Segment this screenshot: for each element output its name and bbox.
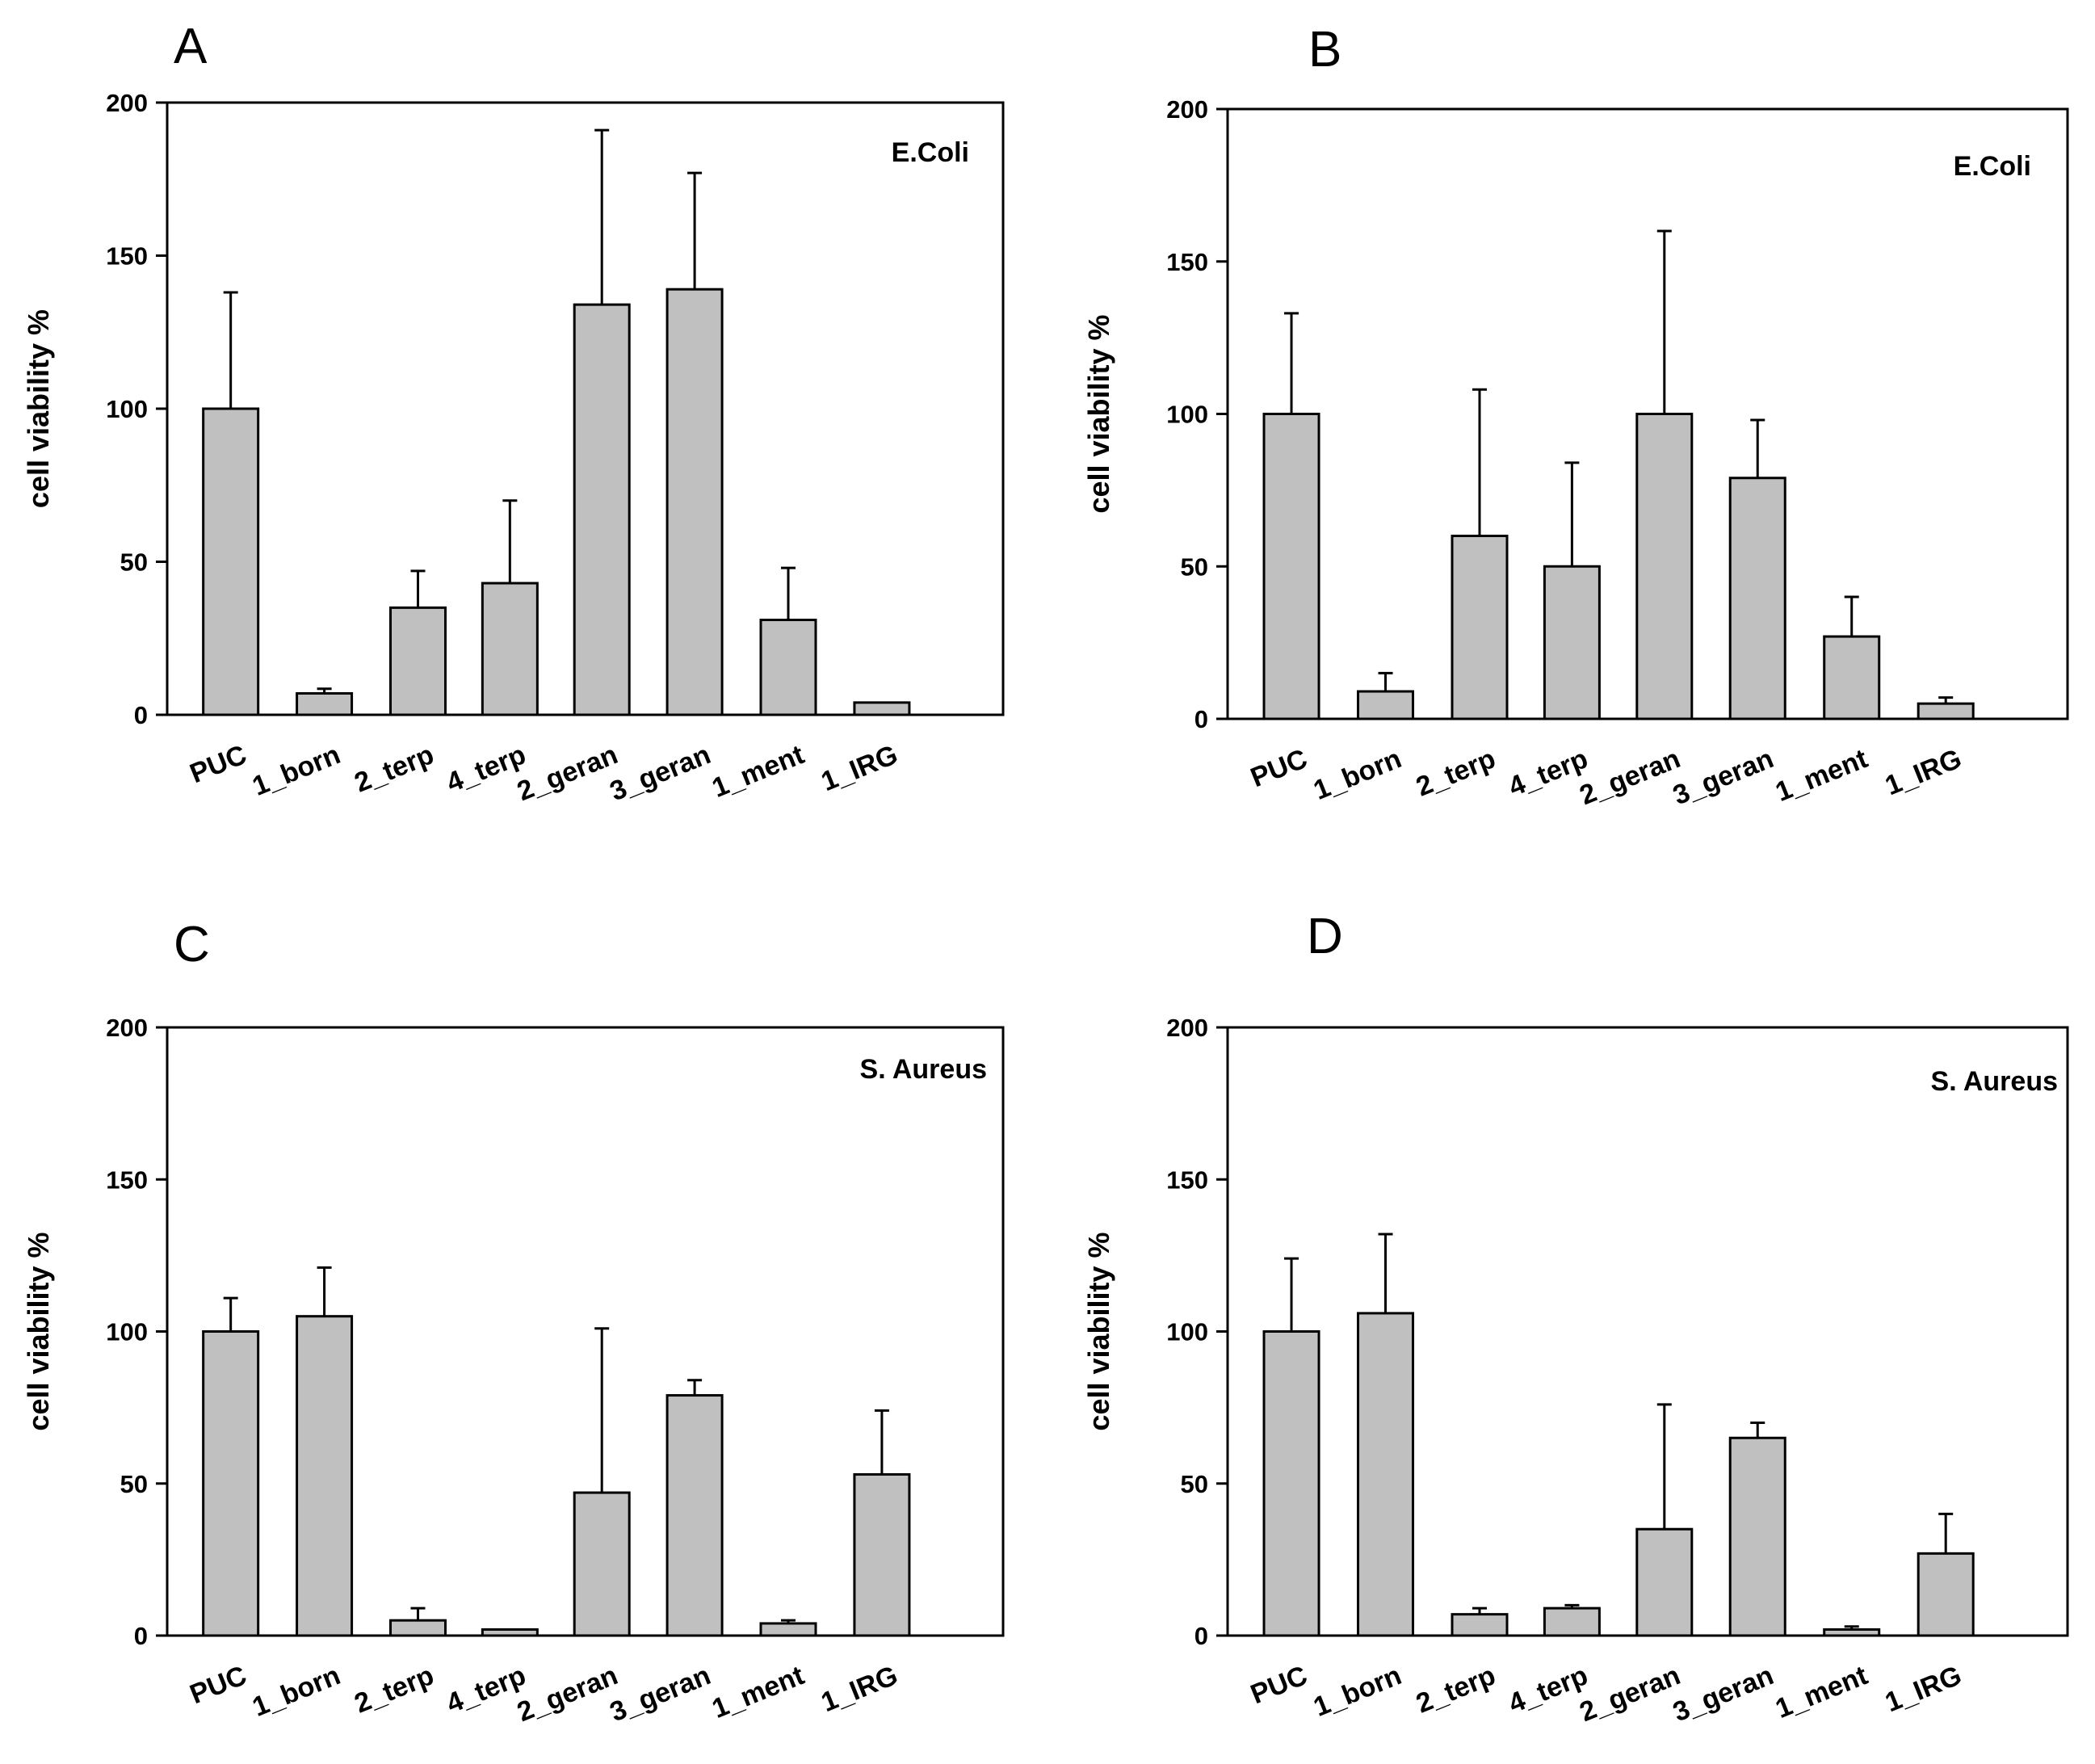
bar-1-irg — [853, 1472, 911, 1637]
y-axis-label: cell viability % — [1082, 1232, 1115, 1430]
x-tick-label: 1_IRG — [817, 1660, 902, 1718]
y-tick-label: 200 — [1166, 95, 1208, 124]
bar-1-ment — [759, 1622, 817, 1637]
bar-1-irg — [853, 701, 911, 716]
bar-1-irg — [1917, 702, 1975, 720]
x-tick-label: PUC — [1246, 743, 1312, 793]
x-tick-label: 1_IRG — [1881, 743, 1966, 801]
bar-1-born — [296, 1315, 354, 1637]
x-tick-label: PUC — [186, 739, 251, 789]
panel-letter: D — [1307, 909, 1343, 964]
bar-2-terp — [389, 606, 447, 716]
panel-letter: A — [174, 19, 208, 74]
organism-label: E.Coli — [1954, 151, 2031, 182]
bar-4-terp — [481, 1628, 539, 1637]
x-tick-label: 1_born — [248, 739, 344, 802]
organism-label: S. Aureus — [860, 1054, 987, 1085]
bar-1-born — [1357, 1312, 1415, 1637]
y-tick-label: 150 — [1166, 1166, 1208, 1194]
x-tick-label: 3_geran — [1669, 743, 1778, 811]
bar-1-ment — [1823, 1628, 1881, 1637]
panel-letter: C — [174, 917, 210, 972]
bar-2-terp — [389, 1619, 447, 1637]
x-tick-label: 2_geran — [1576, 743, 1685, 811]
x-tick-label: 2_terp — [1412, 1660, 1500, 1719]
x-tick-label: 1_born — [1309, 1660, 1405, 1723]
y-axis-label: cell viability % — [22, 309, 55, 508]
x-tick-label: 2_terp — [351, 1660, 439, 1719]
x-tick-label: 1_born — [1309, 743, 1405, 806]
y-tick-label: 150 — [1166, 248, 1208, 276]
bar-3-geran — [1728, 477, 1786, 720]
x-tick-label: 2_geran — [1576, 1660, 1685, 1728]
x-tick-label: 1_ment — [707, 1660, 808, 1724]
bar-1-born — [296, 691, 354, 716]
x-tick-label: 2_geran — [513, 739, 622, 807]
panel-d: D 0 50 100 150 200 cell viability % S. Aureus PU… — [1082, 909, 2069, 1728]
bar-3-geran — [1728, 1436, 1786, 1637]
x-tick-label: 3_geran — [1669, 1660, 1778, 1728]
y-tick-label: 100 — [1166, 401, 1208, 429]
organism-label: S. Aureus — [1931, 1066, 2058, 1097]
y-tick-label: 50 — [1181, 1470, 1208, 1498]
y-tick-label: 100 — [106, 1318, 148, 1346]
x-tick-label: 1_IRG — [817, 739, 902, 797]
y-axis-label: cell viability % — [22, 1232, 55, 1430]
x-tick-label: PUC — [1246, 1660, 1312, 1710]
bar-puc — [202, 407, 260, 716]
organism-label: E.Coli — [892, 137, 969, 168]
y-tick-label: 50 — [120, 1470, 148, 1498]
x-tick-label: 2_terp — [351, 739, 439, 798]
bar-1-born — [1357, 690, 1415, 720]
bar-2-geran — [573, 303, 631, 716]
y-tick-label: 0 — [134, 701, 148, 729]
x-tick-label: 3_geran — [606, 1660, 715, 1728]
bar-1-irg — [1917, 1552, 1975, 1637]
bar-4-terp — [1543, 1606, 1601, 1637]
bar-puc — [1262, 413, 1320, 720]
y-tick-label: 200 — [106, 89, 148, 117]
y-tick-label: 200 — [1166, 1014, 1208, 1042]
bar-2-geran — [573, 1491, 631, 1637]
bar-2-terp — [1451, 535, 1509, 720]
x-tick-label: 3_geran — [606, 739, 715, 807]
panel-c: C 0 50 100 150 200 cell viability % S. Aureus PU… — [22, 917, 1005, 1728]
y-tick-label: 0 — [1194, 1622, 1208, 1650]
bar-4-terp — [481, 582, 539, 716]
bar-1-ment — [1823, 635, 1881, 720]
y-tick-label: 150 — [106, 242, 148, 271]
x-tick-label: PUC — [186, 1660, 251, 1710]
x-tick-label: 2_geran — [513, 1660, 622, 1728]
y-tick-label: 0 — [134, 1622, 148, 1650]
x-tick-label: 2_terp — [1412, 743, 1500, 802]
bar-2-terp — [1451, 1613, 1509, 1637]
x-tick-label: 4_terp — [1505, 1660, 1593, 1719]
y-tick-label: 50 — [120, 548, 148, 577]
bar-3-geran — [665, 1394, 724, 1637]
bar-1-ment — [759, 619, 817, 716]
bar-2-geran — [1635, 413, 1694, 720]
y-tick-label: 100 — [1166, 1318, 1208, 1346]
bar-puc — [1262, 1330, 1320, 1637]
x-tick-label: 1_ment — [1771, 743, 1872, 808]
y-tick-label: 100 — [106, 395, 148, 423]
x-tick-label: 1_ment — [707, 739, 808, 804]
x-tick-label: 4_terp — [1505, 743, 1593, 802]
x-tick-label: 1_born — [248, 1660, 344, 1723]
bar-4-terp — [1543, 565, 1601, 720]
y-tick-label: 0 — [1194, 705, 1208, 733]
panel-letter: B — [1308, 22, 1341, 78]
y-tick-label: 200 — [106, 1014, 148, 1042]
bar-3-geran — [665, 288, 724, 716]
bar-2-geran — [1635, 1527, 1694, 1637]
x-tick-label: 1_ment — [1771, 1660, 1872, 1724]
x-tick-label: 1_IRG — [1881, 1660, 1966, 1718]
y-axis-label: cell viability % — [1082, 314, 1115, 513]
y-tick-label: 150 — [106, 1166, 148, 1194]
y-tick-label: 50 — [1181, 552, 1208, 581]
bar-puc — [202, 1330, 260, 1637]
